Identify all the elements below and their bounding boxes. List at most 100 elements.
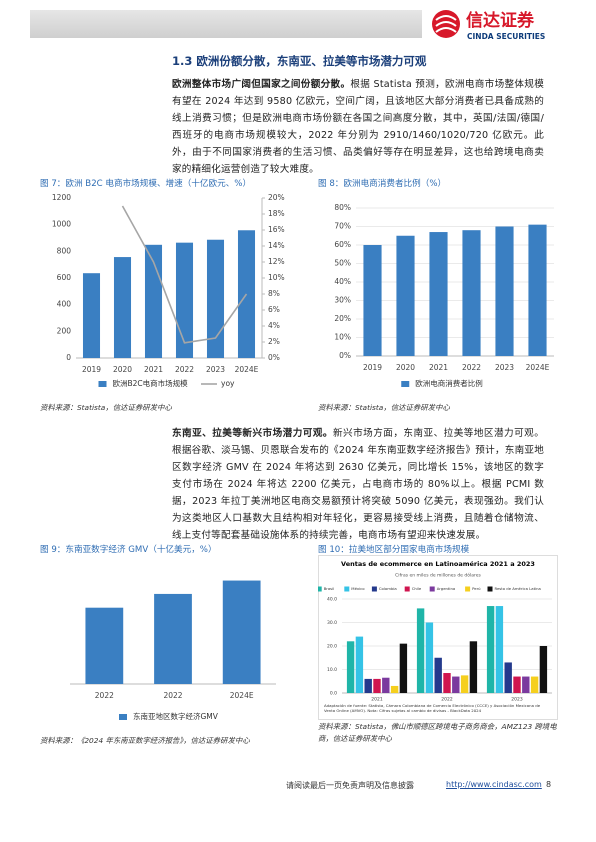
bar (363, 245, 382, 356)
y-tick-label: 30.0 (327, 620, 337, 626)
paragraph-text: 新兴市场方面，东南亚、拉美等地区潜力可观。根据谷歌、淡马锡、贝恩联合发布的《20… (172, 428, 544, 541)
x-tick-label: 2020 (113, 365, 132, 374)
legend-label: Perú (472, 586, 481, 591)
bar (462, 230, 481, 356)
x-tick-label: 2024E (526, 363, 550, 372)
y-tick-label: 60% (334, 240, 351, 249)
bar (206, 239, 225, 358)
paragraph-lead: 东南亚、拉美等新兴市场潜力可观。 (172, 428, 333, 439)
x-tick-label: 2024E (230, 691, 254, 700)
y-tick-label: 20% (334, 314, 351, 323)
chart: 2022 2022 2024E 东南亚地区数字经济GMV (70, 580, 276, 721)
bar (522, 676, 530, 693)
bar (539, 646, 548, 693)
x-tick-label: 2019 (82, 365, 101, 374)
legend-label: 东南亚地区数字经济GMV (133, 711, 219, 721)
bar (495, 606, 504, 693)
x-tick-label: 2021 (144, 365, 163, 374)
y-tick-label: 800 (57, 246, 72, 255)
note-box: Adaptación de fuente: Statista, Cámara C… (324, 703, 541, 713)
legend-swatch (465, 586, 471, 592)
paragraph-text: 根据 Statista 预测，欧洲电商市场整体规模有望在 2024 年达到 95… (172, 79, 544, 175)
legend-swatch (487, 586, 493, 592)
bar (222, 580, 261, 684)
logo-wave (435, 15, 457, 33)
x-tick-label: 2022 (95, 691, 114, 700)
x-tick-label: 2022 (441, 697, 453, 703)
y2-tick-label: 8% (268, 289, 280, 298)
x-tick-label: 2019 (363, 363, 382, 372)
y2-tick-label: 12% (268, 257, 285, 266)
bar (528, 224, 547, 356)
legend-swatch (318, 586, 322, 592)
x-tick-label: 2020 (396, 363, 415, 372)
bar (530, 676, 539, 693)
bar (399, 643, 408, 693)
y-tick-label: 1200 (52, 193, 71, 202)
y-tick-label: 40% (334, 277, 351, 286)
bar (513, 676, 521, 693)
chart: Ventas de ecommerce en Latinoamérica 202… (318, 555, 558, 720)
y-tick-label: 10.0 (327, 667, 337, 673)
bar (154, 593, 192, 684)
y-tick-label: 600 (57, 273, 72, 282)
y2-tick-label: 16% (268, 225, 285, 234)
bar (82, 273, 101, 358)
bar (175, 242, 194, 358)
bar (469, 641, 478, 693)
x-tick-label: 2022 (175, 365, 194, 374)
bar (364, 678, 372, 693)
figure-source: 资料来源：Statista，佛山市顺德区跨境电子商务商会，AMZ123 跨境电商… (318, 722, 557, 743)
legend-label: Brasil (324, 586, 335, 591)
bar (452, 676, 460, 693)
bar (425, 622, 434, 693)
legend-swatch (344, 586, 350, 592)
line-series (121, 205, 248, 344)
y2-tick-label: 14% (268, 241, 285, 250)
header-bar (30, 10, 422, 38)
bar (443, 673, 451, 693)
section-title: 1.3 欧洲份额分散，东南亚、拉美等市场潜力可观 (172, 54, 427, 68)
chart-subtitle: Cifras en miles de millones de dólares (395, 572, 481, 579)
bar (373, 678, 381, 693)
figure-caption: 图 10：拉美地区部分国家电商市场规模 (318, 545, 470, 555)
figure-caption: 图 8：欧洲电商消费者比例（%） (318, 179, 447, 189)
legend-swatch (401, 381, 410, 387)
bar (416, 608, 425, 693)
chart-note: Adaptación de fuente: Statista, Cámara C… (324, 703, 541, 713)
y-tick-label: 80% (334, 203, 351, 212)
y-tick-label: 10% (334, 333, 351, 342)
y2-tick-label: 2% (268, 337, 280, 346)
y-tick-label: 50% (334, 259, 351, 268)
x-tick-label: 2023 (511, 697, 523, 703)
y-tick-label: 40.0 (327, 597, 337, 603)
bar (85, 607, 124, 684)
legend-label: 欧洲B2C电商市场规模 (113, 378, 189, 388)
footer-disclaimer: 请阅读最后一页免责声明及信息披露 (286, 781, 414, 790)
figure-caption: 图 9：东南亚数字经济 GMV（十亿美元，%） (40, 545, 217, 555)
y-tick-label: 200 (57, 326, 72, 335)
x-tick-label: 2023 (495, 363, 514, 372)
y2-tick-label: 18% (268, 209, 285, 218)
bar (346, 641, 355, 693)
bar (396, 235, 415, 356)
x-tick-label: 2021 (429, 363, 448, 372)
paragraph-lead: 欧洲整体市场广阔但国家之间份额分散。 (172, 79, 351, 90)
x-tick-label: 2021 (371, 697, 383, 703)
y-tick-label: 400 (57, 300, 72, 309)
y-tick-label: 0 (66, 353, 71, 362)
y2-tick-label: 4% (268, 321, 280, 330)
bar (495, 226, 514, 356)
logo-icon (432, 10, 460, 38)
y-tick-label: 1000 (52, 220, 71, 229)
y-tick-label: 0% (339, 351, 351, 360)
legend-label: yoy (221, 379, 235, 388)
x-tick-label: 2022 (163, 691, 182, 700)
legend-swatch (371, 586, 377, 592)
legend-label: Resto de América Latina (495, 586, 541, 591)
legend-label: Argentina (437, 586, 456, 591)
figure-caption: 图 7：欧洲 B2C 电商市场规模、增速（十亿欧元、%） (40, 179, 252, 189)
legend-label: Chile (412, 586, 422, 591)
footer-url[interactable]: http://www.cindasc.com (446, 780, 542, 789)
